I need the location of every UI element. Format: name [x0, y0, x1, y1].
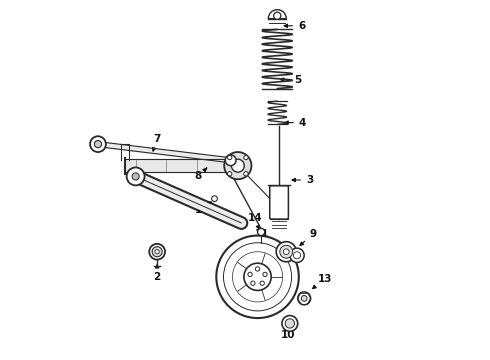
Circle shape: [227, 172, 232, 176]
Circle shape: [224, 152, 251, 179]
Circle shape: [216, 235, 299, 318]
Circle shape: [251, 281, 255, 285]
Circle shape: [248, 272, 252, 276]
Circle shape: [232, 252, 283, 302]
Circle shape: [212, 196, 218, 202]
Circle shape: [244, 172, 248, 176]
Text: 14: 14: [248, 213, 262, 229]
Circle shape: [283, 249, 289, 255]
Text: 9: 9: [300, 229, 317, 246]
Text: 12: 12: [231, 294, 248, 309]
Circle shape: [290, 248, 304, 262]
Circle shape: [95, 140, 101, 148]
Circle shape: [244, 156, 248, 160]
Circle shape: [155, 249, 159, 254]
Text: 2: 2: [153, 265, 161, 282]
Text: 11: 11: [255, 229, 271, 247]
Circle shape: [227, 156, 232, 160]
Circle shape: [280, 245, 293, 258]
Text: 3: 3: [292, 175, 313, 185]
Circle shape: [301, 296, 307, 301]
Text: 1: 1: [195, 202, 211, 216]
Text: 4: 4: [285, 118, 306, 128]
Circle shape: [274, 12, 281, 19]
Text: 5: 5: [281, 75, 302, 85]
Circle shape: [260, 281, 264, 285]
Circle shape: [276, 242, 296, 262]
Text: 7: 7: [152, 134, 161, 151]
Circle shape: [132, 173, 139, 180]
Text: 8: 8: [195, 168, 207, 181]
Circle shape: [231, 159, 245, 172]
Text: 6: 6: [284, 21, 305, 31]
Circle shape: [225, 155, 236, 166]
Circle shape: [263, 272, 267, 276]
Circle shape: [282, 316, 298, 331]
Circle shape: [90, 136, 106, 152]
Circle shape: [294, 252, 300, 259]
Circle shape: [244, 263, 271, 291]
Wedge shape: [269, 10, 286, 19]
Text: 10: 10: [281, 324, 295, 340]
Text: 13: 13: [313, 274, 332, 289]
Circle shape: [258, 228, 265, 235]
Circle shape: [126, 167, 145, 185]
Circle shape: [152, 247, 162, 257]
Circle shape: [223, 243, 292, 311]
Circle shape: [285, 319, 294, 328]
FancyBboxPatch shape: [270, 186, 289, 219]
Circle shape: [298, 292, 311, 305]
Circle shape: [149, 244, 165, 260]
Circle shape: [255, 267, 260, 271]
